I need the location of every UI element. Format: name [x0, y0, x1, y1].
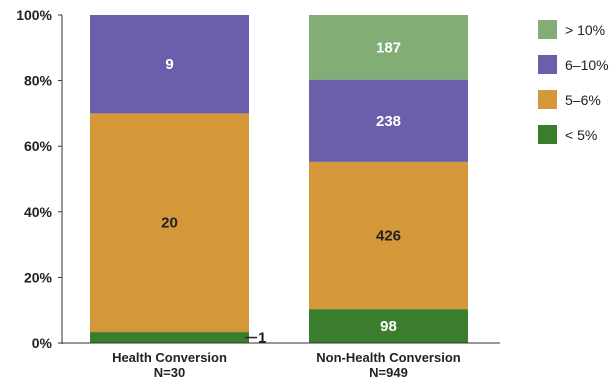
legend-swatch — [538, 90, 557, 109]
legend-swatch — [538, 20, 557, 39]
data-label: 98 — [380, 318, 397, 335]
x-category-label: N=949 — [369, 365, 408, 380]
bar-segment-5-1 — [90, 332, 249, 343]
data-label: 1 — [258, 330, 266, 347]
y-tick-label: 20% — [24, 269, 53, 285]
legend-swatch — [538, 55, 557, 74]
bar-segment-5-2 — [309, 309, 468, 343]
y-tick-label: 40% — [24, 204, 53, 220]
bars: 1 20 9 98 426 238 187 — [90, 15, 468, 347]
data-label: 238 — [376, 113, 401, 130]
data-label: 426 — [376, 228, 401, 245]
data-label: 20 — [161, 215, 178, 232]
y-axis: 0% 20% 40% 60% 80% 100% — [16, 7, 63, 351]
legend-item-6-10: 6–10% — [538, 55, 609, 74]
legend-swatch — [538, 125, 557, 144]
y-tick-label: 60% — [24, 138, 53, 154]
legend-item-10: > 10% — [538, 20, 605, 39]
bar-segment-6-10-2 — [309, 79, 468, 162]
legend-item-5-6: 5–6% — [538, 90, 601, 109]
x-category-label: Non-Health Conversion — [316, 350, 461, 365]
data-label: 187 — [376, 39, 401, 56]
bar-segment-6-10-1 — [90, 15, 249, 114]
bar-segment-5-6-1 — [90, 113, 249, 333]
bar-segment-10-2 — [309, 15, 468, 80]
y-tick-label: 80% — [24, 73, 53, 89]
y-tick-label: 100% — [16, 7, 52, 23]
x-category-label: Health Conversion — [112, 350, 227, 365]
data-label: 9 — [165, 56, 173, 73]
legend-label: > 10% — [565, 22, 605, 38]
legend-item-5: < 5% — [538, 125, 597, 144]
legend-label: 5–6% — [565, 92, 601, 108]
y-tick-label: 0% — [32, 335, 53, 351]
legend-label: 6–10% — [565, 57, 609, 73]
bar-segment-5-6-2 — [309, 161, 468, 310]
legend: > 10% 6–10% 5–6% < 5% — [538, 20, 609, 144]
x-category-label: N=30 — [154, 365, 185, 380]
legend-label: < 5% — [565, 127, 597, 143]
